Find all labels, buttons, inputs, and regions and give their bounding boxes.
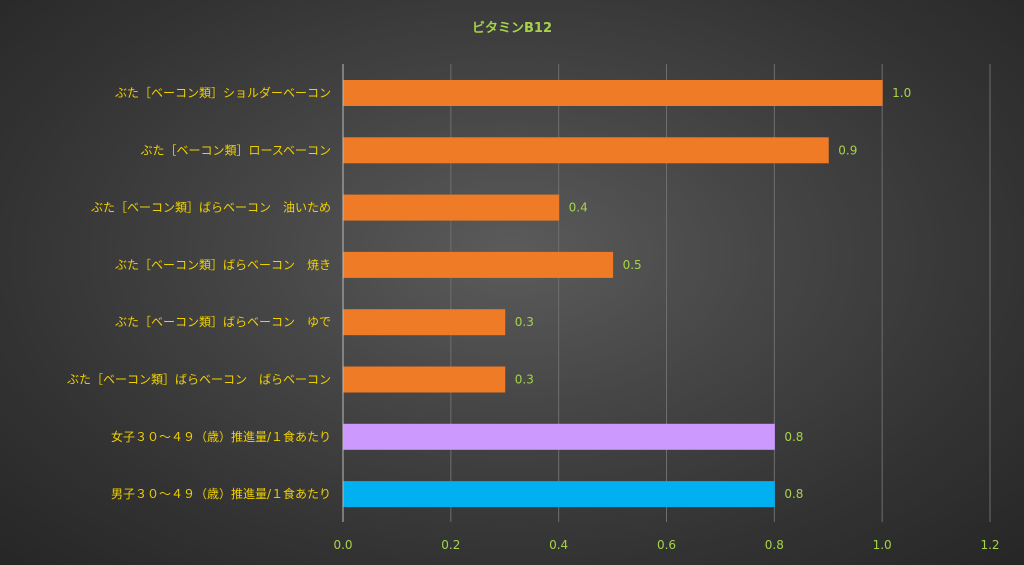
data-label: 1.0 [892,86,911,100]
category-label: 男子３０～４９（歳）推進量/１食あたり [111,486,331,501]
x-tick-label: 1.2 [980,538,999,552]
bar [343,366,506,393]
bar [343,481,775,508]
x-tick-label: 0.6 [657,538,676,552]
data-label: 0.4 [569,201,588,215]
data-label: 0.5 [623,258,642,272]
data-label: 0.8 [784,430,803,444]
category-label: 女子３０～４９（歳）推進量/１食あたり [111,429,331,444]
x-tick-label: 0.8 [765,538,784,552]
bar [343,194,560,221]
data-label: 0.8 [784,487,803,501]
bars [343,80,883,508]
category-label: ぶた［ベーコン類］ばらベーコン ばらベーコン [67,373,331,387]
bar [343,137,829,164]
x-tick-label: 0.0 [333,538,352,552]
bar [343,423,775,450]
gridlines [450,64,991,522]
category-label: ぶた［ベーコン類］ばらベーコン 油いため [91,201,331,215]
x-tick-label: 1.0 [873,538,892,552]
data-labels: 1.0 0.9 0.4 0.5 0.3 0.3 0.8 0.8 [515,86,912,501]
data-label: 0.9 [838,143,857,157]
data-label: 0.3 [515,373,534,387]
category-label: ぶた［ベーコン類］ばらベーコン ゆで [115,315,331,329]
x-axis-ticks: 0.0 0.2 0.4 0.6 0.8 1.0 1.2 [333,538,999,552]
bar [343,80,883,106]
x-tick-label: 0.2 [441,538,460,552]
category-label: ぶた［ベーコン類］ロースベーコン [140,143,331,157]
category-label: ぶた［ベーコン類］ショルダーベーコン [115,85,331,100]
x-tick-label: 0.4 [549,538,568,552]
bar [343,309,506,336]
data-label: 0.3 [515,315,534,329]
category-labels: ぶた［ベーコン類］ショルダーベーコンぶた［ベーコン類］ロースベーコンぶた［ベーコ… [67,85,331,501]
bar [343,251,614,278]
category-label: ぶた［ベーコン類］ばらベーコン 焼き [115,258,331,272]
chart-title: ビタミンB12 [472,20,552,36]
